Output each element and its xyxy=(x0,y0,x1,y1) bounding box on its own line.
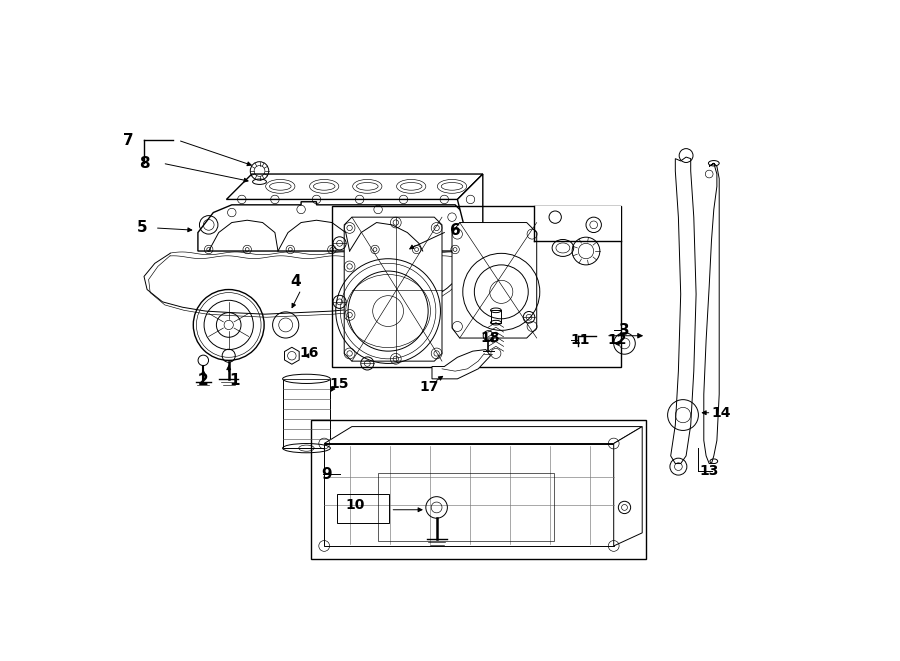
Polygon shape xyxy=(614,426,643,546)
Polygon shape xyxy=(227,174,482,200)
Polygon shape xyxy=(324,426,643,444)
Text: 17: 17 xyxy=(419,379,438,393)
Text: 5: 5 xyxy=(137,220,147,235)
Polygon shape xyxy=(670,157,696,463)
Text: 1: 1 xyxy=(229,373,239,388)
Polygon shape xyxy=(432,350,491,379)
Text: 11: 11 xyxy=(571,333,590,347)
Polygon shape xyxy=(535,206,621,241)
Text: 7: 7 xyxy=(123,133,134,147)
Bar xyxy=(337,494,389,523)
Polygon shape xyxy=(452,223,536,338)
Polygon shape xyxy=(457,174,482,251)
Text: 10: 10 xyxy=(346,498,365,512)
Text: 13: 13 xyxy=(699,464,719,479)
Text: 14: 14 xyxy=(712,406,732,420)
Bar xyxy=(378,473,554,541)
Text: 6: 6 xyxy=(450,223,461,238)
Text: 18: 18 xyxy=(481,331,500,345)
Text: 15: 15 xyxy=(329,377,349,391)
Polygon shape xyxy=(704,163,719,463)
Text: 9: 9 xyxy=(321,467,332,482)
Bar xyxy=(332,206,621,367)
Bar xyxy=(311,420,646,559)
Text: 16: 16 xyxy=(299,346,319,360)
Polygon shape xyxy=(284,347,299,364)
Polygon shape xyxy=(198,202,471,251)
Bar xyxy=(283,379,330,448)
Text: 12: 12 xyxy=(607,333,626,347)
Polygon shape xyxy=(344,217,442,361)
Bar xyxy=(491,310,501,323)
Polygon shape xyxy=(324,444,614,546)
Text: 3: 3 xyxy=(619,323,630,338)
Text: 2: 2 xyxy=(198,373,209,388)
Text: 4: 4 xyxy=(291,274,301,290)
Text: 8: 8 xyxy=(139,156,149,171)
